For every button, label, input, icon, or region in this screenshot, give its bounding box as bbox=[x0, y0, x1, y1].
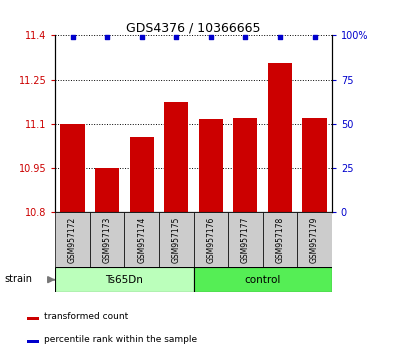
Bar bbox=[124, 212, 159, 267]
Text: GSM957179: GSM957179 bbox=[310, 217, 319, 263]
Text: strain: strain bbox=[4, 274, 32, 284]
Bar bbox=[164, 102, 188, 212]
Text: GSM957177: GSM957177 bbox=[241, 217, 250, 263]
Text: GSM957175: GSM957175 bbox=[172, 217, 181, 263]
Point bbox=[242, 34, 248, 40]
Bar bbox=[159, 212, 194, 267]
Bar bbox=[55, 267, 194, 292]
Bar bbox=[303, 118, 327, 212]
Text: control: control bbox=[245, 275, 281, 285]
Bar bbox=[263, 212, 297, 267]
Bar bbox=[233, 118, 258, 212]
Bar bbox=[95, 168, 119, 212]
Bar bbox=[199, 119, 223, 212]
Bar bbox=[130, 137, 154, 212]
Bar bbox=[27, 317, 40, 320]
Title: GDS4376 / 10366665: GDS4376 / 10366665 bbox=[126, 21, 261, 34]
Bar bbox=[194, 212, 228, 267]
Bar bbox=[90, 212, 124, 267]
Text: GSM957173: GSM957173 bbox=[103, 217, 112, 263]
Bar bbox=[194, 267, 332, 292]
Point bbox=[104, 34, 110, 40]
Text: GSM957172: GSM957172 bbox=[68, 217, 77, 263]
Bar bbox=[27, 340, 40, 343]
Bar bbox=[55, 212, 90, 267]
Bar bbox=[297, 212, 332, 267]
Bar bbox=[268, 63, 292, 212]
Point bbox=[70, 34, 76, 40]
Point bbox=[208, 34, 214, 40]
Point bbox=[173, 34, 179, 40]
Point bbox=[277, 34, 283, 40]
Text: GSM957176: GSM957176 bbox=[206, 217, 215, 263]
Point bbox=[139, 34, 145, 40]
Bar bbox=[228, 212, 263, 267]
Point bbox=[311, 34, 318, 40]
Text: GSM957174: GSM957174 bbox=[137, 217, 146, 263]
Bar bbox=[60, 124, 85, 212]
Text: Ts65Dn: Ts65Dn bbox=[105, 275, 143, 285]
Text: percentile rank within the sample: percentile rank within the sample bbox=[44, 335, 197, 344]
Text: transformed count: transformed count bbox=[44, 312, 128, 321]
Text: GSM957178: GSM957178 bbox=[275, 217, 284, 263]
